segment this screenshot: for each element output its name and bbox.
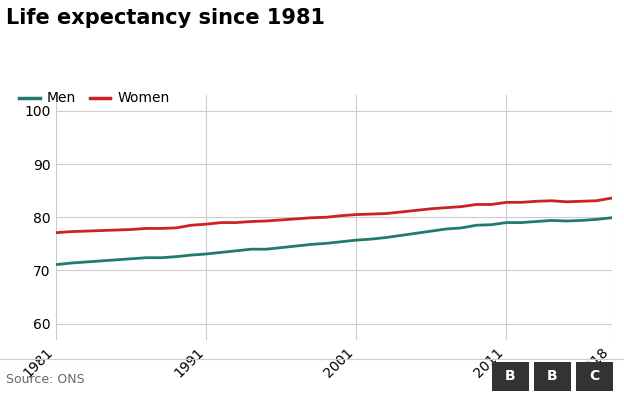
Legend: Men, Women: Men, Women <box>13 86 175 111</box>
FancyBboxPatch shape <box>534 362 570 391</box>
Text: C: C <box>589 369 599 383</box>
Text: B: B <box>505 369 515 383</box>
Text: B: B <box>547 369 558 383</box>
FancyBboxPatch shape <box>492 362 529 391</box>
Text: Life expectancy since 1981: Life expectancy since 1981 <box>6 8 325 28</box>
FancyBboxPatch shape <box>576 362 613 391</box>
Text: Source: ONS: Source: ONS <box>6 373 85 386</box>
